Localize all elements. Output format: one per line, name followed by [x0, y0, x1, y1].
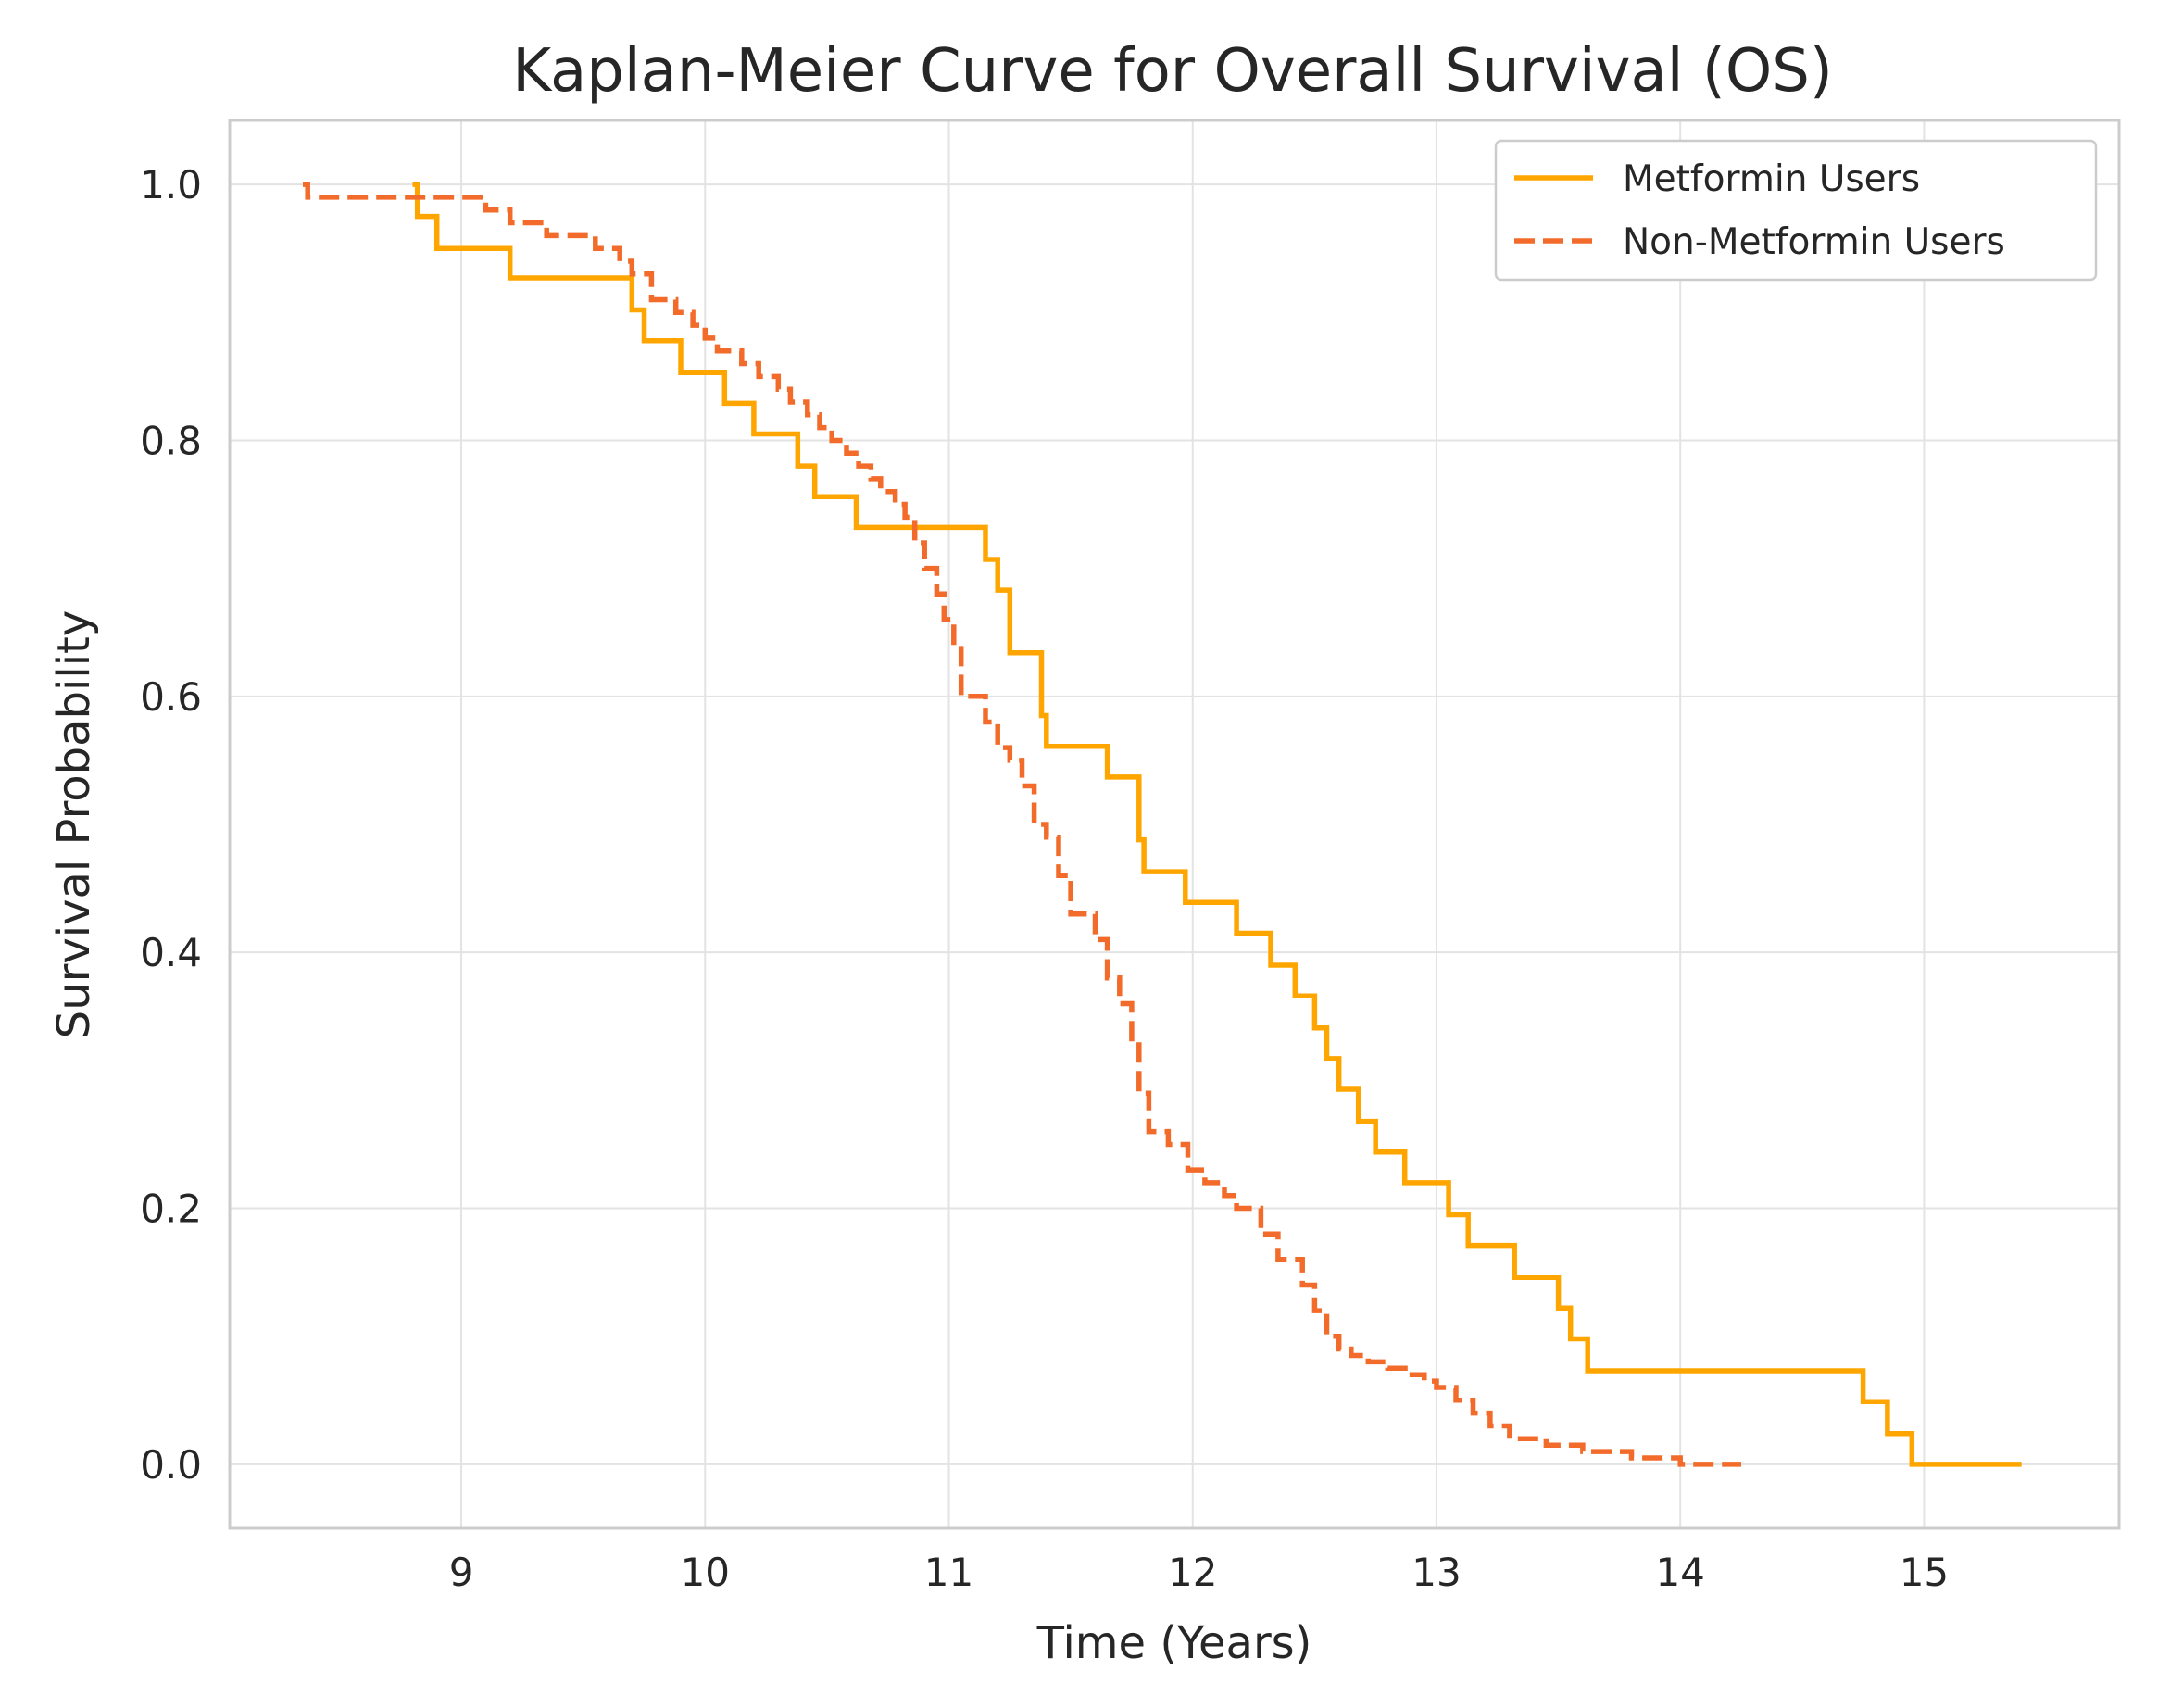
y-tick-labels: 0.0 0.2 0.4 0.6 0.8 1.0: [140, 162, 202, 1488]
x-tick-labels: 9 10 11 12 13 14 15: [449, 1550, 1949, 1595]
x-tick-label: 15: [1900, 1550, 1949, 1595]
series-layer: [303, 182, 2022, 1467]
legend-box: [1494, 139, 2098, 282]
x-tick-label: 11: [924, 1550, 973, 1595]
y-tick-label: 0.6: [140, 674, 202, 720]
chart-title: Kaplan-Meier Curve for Overall Survival …: [512, 37, 1833, 106]
grid: [230, 120, 2119, 1528]
y-tick-label: 0.0: [140, 1442, 202, 1488]
series-non-metformin-line: [303, 182, 1741, 1467]
y-axis-label: Survival Probability: [48, 610, 100, 1039]
x-axis-label: Time (Years): [1036, 1617, 1312, 1669]
y-tick-label: 0.8: [140, 418, 202, 463]
legend-label: Metformin Users: [1623, 158, 1920, 200]
y-tick-label: 0.2: [140, 1187, 202, 1232]
x-tick-label: 14: [1655, 1550, 1704, 1595]
legend-label: Non-Metformin Users: [1623, 221, 2005, 263]
series-metformin-line: [412, 182, 2022, 1467]
x-tick-label: 13: [1411, 1550, 1461, 1595]
x-tick-label: 12: [1168, 1550, 1217, 1595]
x-tick-label: 10: [681, 1550, 730, 1595]
legend: Metformin Users Non-Metformin Users: [1494, 139, 2098, 282]
y-tick-label: 1.0: [140, 162, 202, 207]
plot-frame: [228, 119, 2121, 1530]
x-tick-label: 9: [449, 1550, 474, 1595]
y-tick-label: 0.4: [140, 930, 202, 975]
